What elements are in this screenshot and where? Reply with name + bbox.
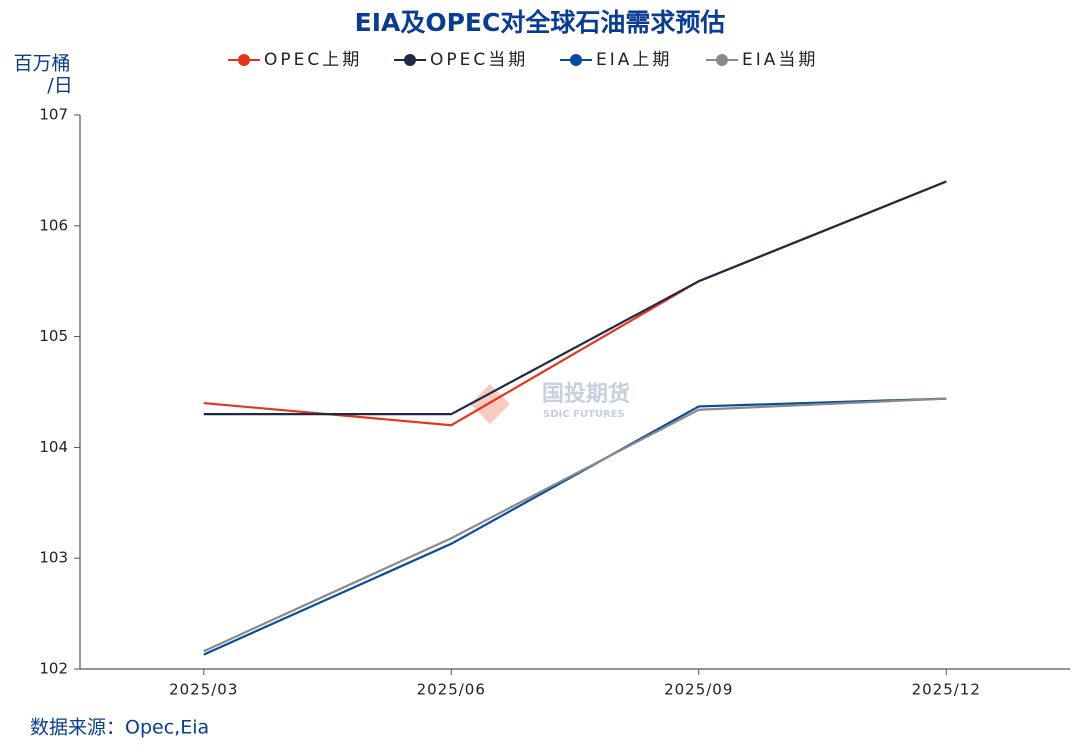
legend-item: EIA当期 [706,50,818,70]
legend-item: EIA上期 [560,50,672,70]
series-line [203,397,947,653]
watermark-text: 国投期货 [542,381,630,407]
legend-label: EIA当期 [742,50,818,70]
legend-marker [570,54,582,66]
series-line [203,397,947,656]
watermark: 国投期货 SDIC FUTURES [470,381,630,424]
legend-marker [238,54,250,66]
series-line [203,180,947,416]
legend-label: OPEC当期 [430,50,528,70]
legend-label: EIA上期 [596,50,672,70]
x-tick-label: 2025/12 [912,681,981,699]
y-tick-label: 106 [39,216,68,234]
y-tick-label: 103 [39,549,68,567]
legend-label: OPEC上期 [264,50,362,70]
legend-marker [716,54,728,66]
x-tick-label: 2025/03 [169,681,238,699]
y-tick-label: 105 [39,327,68,345]
x-tick-label: 2025/06 [417,681,486,699]
legend-item: OPEC当期 [394,50,528,70]
y-tick-label: 102 [39,660,68,678]
chart-title: EIA及OPEC对全球石油需求预估 [355,8,726,37]
legend-marker [404,54,416,66]
legend-item: OPEC上期 [228,50,362,70]
watermark-text: SDIC FUTURES [543,409,625,420]
y-tick-label: 104 [39,438,68,456]
source-note: 数据来源：Opec,Eia [30,717,209,739]
x-tick-label: 2025/09 [664,681,733,699]
y-axis-label: /日 [47,75,72,97]
y-tick-label: 107 [39,106,68,124]
y-axis-label: 百万桶 [13,53,70,75]
